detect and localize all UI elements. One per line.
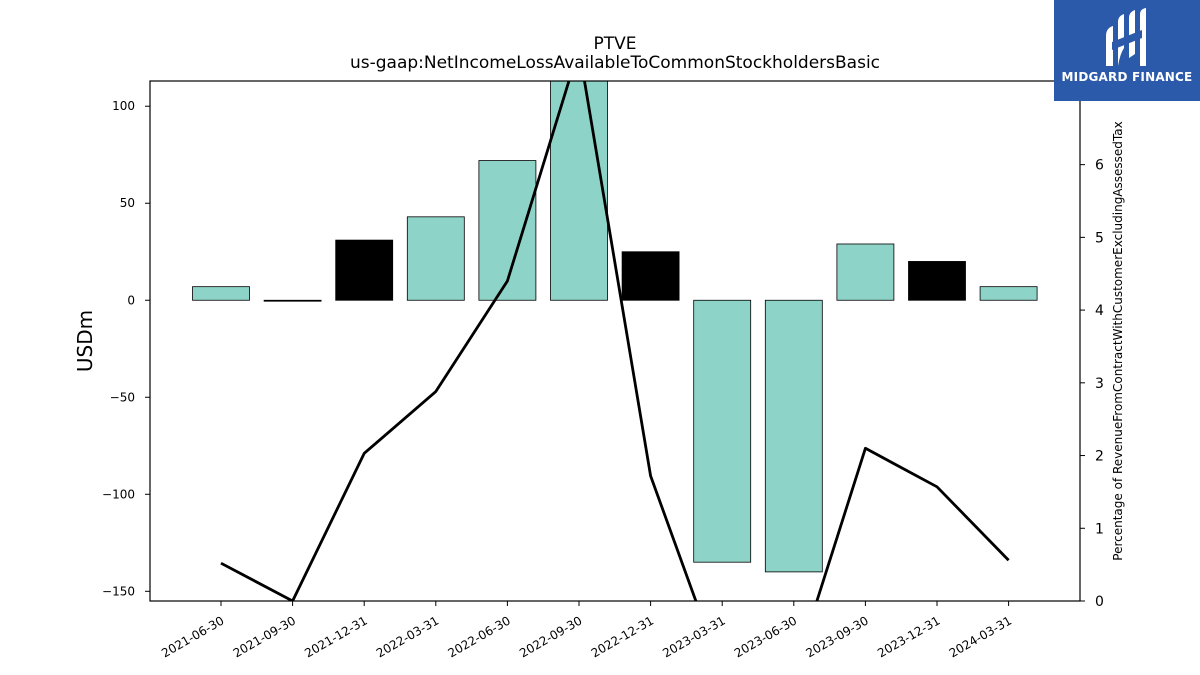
x-tick-label: 2023-06-30 [732,613,799,660]
x-tick-label: 2024-03-31 [947,613,1014,660]
y2-tick-label: 5 [1095,230,1104,246]
plot-area: −150 −100 −50 0 50 100 0 1 2 3 4 5 6 2021-06-30 2021-0… [102,80,1104,660]
bar-2023-06-30 [764,299,823,573]
bar-2021-09-30 [263,299,322,302]
y-tick-label: 100 [112,99,135,113]
x-tick-label: 2023-12-31 [875,613,942,660]
midgard-finance-logo: MIDGARD FINANCE [1054,0,1200,101]
x-tick-label: 2021-06-30 [159,613,226,660]
x-tick-label: 2023-03-31 [660,613,727,660]
x-tick-label: 2021-12-31 [302,613,369,660]
x-tick-label: 2021-09-30 [231,613,298,660]
bar-2024-03-31 [979,286,1038,301]
bar-2022-12-31 [621,251,680,301]
y2-tick-label: 2 [1095,449,1104,465]
x-tick-label: 2022-03-31 [374,613,441,660]
y2-tick-label: 3 [1095,376,1104,392]
y2-tick-label: 1 [1095,521,1104,537]
x-tick-label: 2022-09-30 [517,613,584,660]
bar-2021-06-30 [192,286,250,301]
y-tick-label: −150 [102,584,135,598]
y-tick-label: 0 [127,293,135,307]
x-tick-label: 2022-12-31 [589,613,656,660]
bar-2021-12-31 [335,239,394,301]
plot-frame [149,80,1081,602]
y-axis-label: USDm [73,310,97,372]
percentage-line [220,81,1010,601]
y2-tick-label: 4 [1095,303,1104,319]
bar-2022-03-31 [406,216,465,301]
y-tick-label: −100 [102,487,135,501]
x-tick-label: 2023-09-30 [803,613,870,660]
bar-2023-03-31 [693,299,752,563]
chart-subtitle: us-gaap:NetIncomeLossAvailableToCommonSt… [350,53,880,73]
y2-axis-label: Percentage of RevenueFromContractWithCus… [1111,121,1125,560]
bar-2023-12-31 [908,261,966,301]
y-tick-label: −50 [110,390,135,404]
y2-tick-label: 0 [1095,594,1104,610]
bar-2023-09-30 [836,243,895,301]
midgard-logo-icon [1106,8,1146,66]
chart-title: PTVE [593,34,636,54]
x-tick-label: 2022-06-30 [445,613,512,660]
y2-tick-label: 6 [1095,158,1104,174]
logo-text: MIDGARD FINANCE [1061,70,1193,84]
y-tick-label: 50 [120,196,135,210]
bar-2022-09-30 [550,81,608,301]
